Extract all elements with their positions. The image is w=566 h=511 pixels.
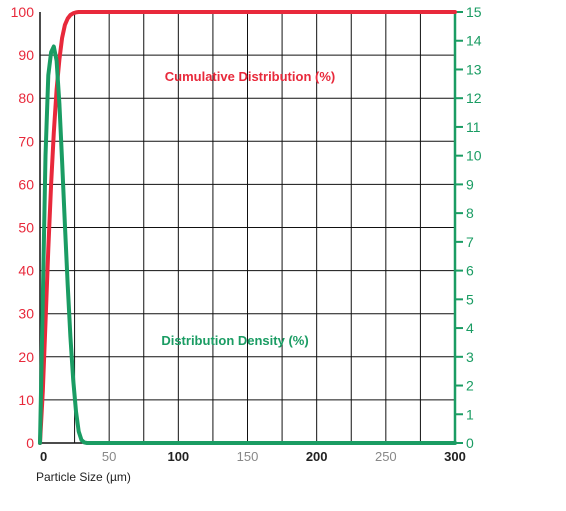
x-tick-label: 300 (444, 449, 466, 464)
right-tick-label: 11 (466, 119, 481, 135)
x-tick-label: 150 (237, 449, 259, 464)
left-tick-label: 80 (18, 90, 34, 106)
series-lines (38, 10, 457, 445)
series-line-cumulative (38, 10, 457, 445)
right-tick-label: 12 (466, 90, 482, 106)
left-tick-label: 40 (18, 263, 34, 279)
right-tick-label: 6 (466, 263, 474, 279)
left-axis-ticks: 0 10 20 30 40 50 60 70 80 90 100 (11, 4, 35, 451)
series-label-density: Distribution Density (%) (161, 333, 308, 348)
x-axis-ticks: 0 50 100 150 200 250 300 (40, 449, 466, 464)
right-tick-label: 13 (466, 61, 482, 77)
x-axis-label: Particle Size (µm) (36, 470, 131, 484)
right-tick-label: 8 (466, 205, 474, 221)
right-tick-label: 3 (466, 349, 474, 365)
right-tick-label: 2 (466, 378, 474, 394)
left-tick-label: 50 (18, 220, 34, 236)
left-tick-label: 0 (26, 435, 34, 451)
series-label-cumulative: Cumulative Distribution (%) (165, 69, 335, 84)
right-tick-label: 14 (466, 33, 482, 49)
left-tick-label: 60 (18, 176, 34, 192)
x-tick-label: 50 (102, 449, 116, 464)
x-tick-label: 100 (167, 449, 189, 464)
right-tick-label: 5 (466, 291, 474, 307)
right-tick-label: 7 (466, 234, 474, 250)
right-tick-label: 4 (466, 320, 474, 336)
x-tick-label: 250 (375, 449, 397, 464)
left-tick-label: 20 (18, 349, 34, 365)
series-line-density (38, 44, 457, 445)
right-tick-label: 0 (466, 435, 474, 451)
right-tick-label: 10 (466, 148, 482, 164)
left-tick-label: 70 (18, 133, 34, 149)
x-tick-label: 0 (40, 449, 47, 464)
left-tick-label: 10 (18, 392, 34, 408)
right-tick-label: 1 (466, 406, 474, 422)
left-tick-label: 100 (11, 4, 35, 20)
right-tick-label: 15 (466, 4, 482, 20)
grid (40, 12, 455, 443)
left-tick-label: 30 (18, 306, 34, 322)
x-tick-label: 200 (306, 449, 328, 464)
right-tick-label: 9 (466, 176, 474, 192)
left-tick-label: 90 (18, 47, 34, 63)
